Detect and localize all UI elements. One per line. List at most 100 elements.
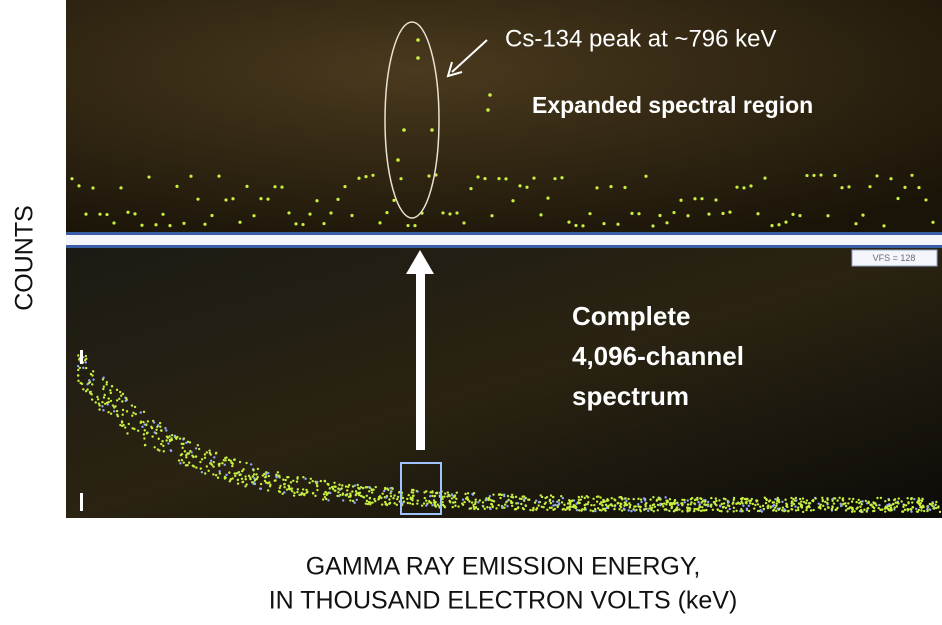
- dot: [109, 389, 111, 391]
- dot: [690, 498, 692, 500]
- dot: [206, 451, 208, 453]
- dot: [143, 411, 145, 413]
- dot: [477, 501, 479, 503]
- dot: [746, 509, 748, 511]
- dot: [795, 497, 797, 499]
- dot: [402, 128, 406, 132]
- dot: [861, 503, 863, 505]
- dot: [174, 435, 176, 437]
- dot: [279, 487, 281, 489]
- dot: [558, 502, 560, 504]
- dot: [296, 480, 298, 482]
- dot: [462, 221, 465, 224]
- dot: [576, 509, 578, 511]
- dot: [135, 413, 137, 415]
- dot: [783, 508, 785, 510]
- dot: [735, 186, 738, 189]
- dot: [91, 383, 93, 385]
- dot: [316, 485, 318, 487]
- dot: [429, 491, 431, 493]
- dot: [791, 505, 793, 507]
- dot: [429, 501, 431, 503]
- dot: [435, 501, 437, 503]
- dot: [882, 224, 885, 227]
- dot: [597, 495, 599, 497]
- dot: [605, 504, 607, 506]
- complete-annotation: Complete: [572, 301, 690, 331]
- dot: [808, 506, 810, 508]
- separator: [66, 235, 942, 245]
- dot: [587, 496, 589, 498]
- dot: [541, 496, 543, 498]
- dot: [681, 499, 683, 501]
- dot: [525, 186, 528, 189]
- dot: [349, 493, 351, 495]
- dot: [248, 475, 250, 477]
- dot: [233, 472, 235, 474]
- dot: [126, 432, 128, 434]
- dot: [700, 197, 703, 200]
- dot: [366, 495, 368, 497]
- dot: [124, 426, 126, 428]
- dot: [633, 506, 635, 508]
- dot: [273, 185, 276, 188]
- dot: [842, 499, 844, 501]
- dot: [889, 177, 892, 180]
- dot: [898, 497, 900, 499]
- dot: [762, 505, 764, 507]
- dot: [122, 409, 124, 411]
- dot: [826, 214, 829, 217]
- dot: [560, 495, 562, 497]
- dot: [169, 440, 171, 442]
- dot: [687, 508, 689, 510]
- dot: [384, 487, 386, 489]
- dot: [824, 508, 826, 510]
- dot: [916, 510, 918, 512]
- dot: [797, 509, 799, 511]
- dot: [241, 481, 243, 483]
- dot: [389, 487, 391, 489]
- dot: [203, 223, 206, 226]
- dot: [351, 490, 353, 492]
- dot: [515, 502, 517, 504]
- dot: [538, 501, 540, 503]
- dot: [578, 509, 580, 511]
- dot: [860, 511, 862, 513]
- dot: [679, 199, 682, 202]
- dot: [126, 410, 128, 412]
- dot: [937, 506, 939, 508]
- dot: [910, 174, 913, 177]
- dot: [687, 499, 689, 501]
- dot: [218, 463, 220, 465]
- dot: [590, 504, 592, 506]
- dot: [634, 509, 636, 511]
- dot: [416, 38, 420, 42]
- marker: [80, 350, 83, 364]
- dot: [249, 477, 251, 479]
- dot: [507, 495, 509, 497]
- dot: [812, 509, 814, 511]
- dot: [158, 438, 160, 440]
- dot: [349, 495, 351, 497]
- dot: [224, 464, 226, 466]
- dot: [193, 465, 195, 467]
- dot: [649, 498, 651, 500]
- dot: [915, 508, 917, 510]
- dot: [180, 454, 182, 456]
- dot: [670, 502, 672, 504]
- dot: [82, 388, 84, 390]
- dot: [403, 500, 405, 502]
- dot: [833, 174, 836, 177]
- dot: [658, 496, 660, 498]
- dot: [208, 449, 210, 451]
- dot: [511, 505, 513, 507]
- marker: [80, 493, 83, 511]
- dot: [77, 365, 79, 367]
- dot: [690, 503, 692, 505]
- dot: [580, 509, 582, 511]
- dot: [105, 383, 107, 385]
- dot: [327, 484, 329, 486]
- dot: [727, 504, 729, 506]
- dot: [224, 198, 227, 201]
- dot: [198, 448, 200, 450]
